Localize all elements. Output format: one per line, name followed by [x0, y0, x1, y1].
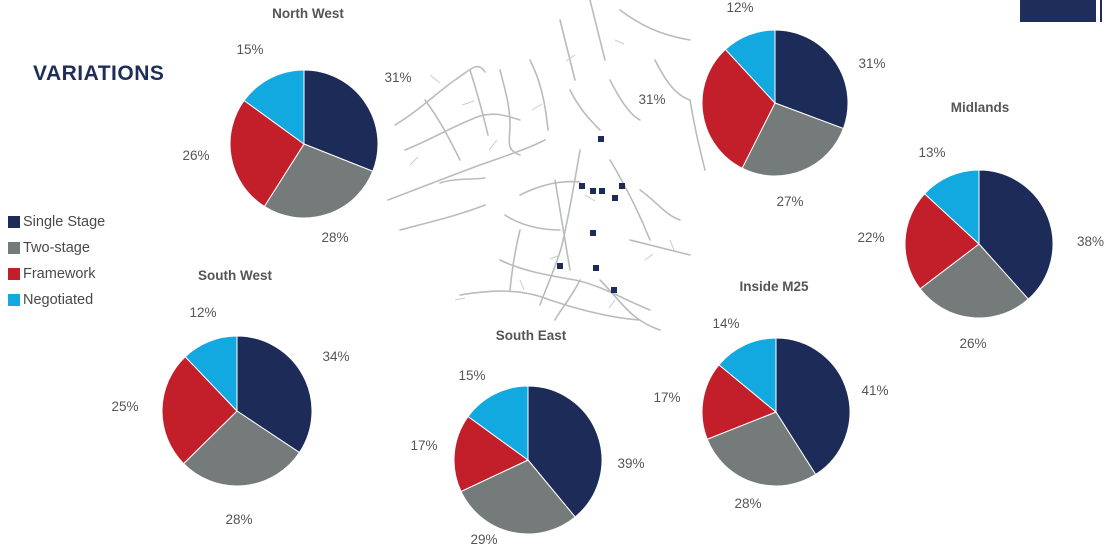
pie-chart-north-west: 31% 28% 26% 15% North West — [182, 6, 411, 245]
data-label-single-stage: 31% — [858, 56, 885, 71]
legend-swatch-two-stage — [8, 242, 20, 254]
pie-slice-negotiated — [718, 337, 777, 414]
legend-label-negotiated: Negotiated — [23, 292, 94, 308]
pie-slice-two-stage — [706, 411, 817, 487]
data-label-two-stage: 26% — [959, 336, 986, 351]
data-label-negotiated: 14% — [712, 316, 739, 331]
data-label-single-stage: 34% — [322, 349, 349, 364]
chart-title: South East — [496, 328, 567, 343]
data-label-framework: 22% — [857, 230, 884, 245]
data-label-framework: 17% — [410, 438, 437, 453]
pie-slice-negotiated — [724, 29, 776, 105]
page-title: VARIATIONS — [33, 62, 165, 85]
pie-slice-framework — [161, 356, 238, 465]
data-label-two-stage: 28% — [321, 230, 348, 245]
corner-tab-edge — [1100, 0, 1102, 22]
data-label-single-stage: 31% — [384, 70, 411, 85]
corner-tab — [1020, 0, 1096, 22]
pie-slice-negotiated — [923, 169, 980, 246]
legend-swatch-single-stage — [8, 216, 20, 228]
data-label-two-stage: 28% — [734, 496, 761, 511]
pie-slice-single-stage — [527, 385, 603, 518]
pie-slice-two-stage — [263, 143, 374, 219]
pie-slice-framework — [701, 364, 777, 440]
pie-slice-framework — [904, 193, 980, 290]
data-label-negotiated: 12% — [726, 0, 753, 15]
legend-label-framework: Framework — [23, 266, 96, 282]
pie-slice-two-stage — [741, 102, 845, 177]
chart-title: Inside M25 — [739, 279, 809, 294]
legend-swatch-negotiated — [8, 294, 20, 306]
data-label-two-stage: 27% — [776, 194, 803, 209]
pie-slice-negotiated — [243, 69, 305, 145]
pie-slice-two-stage — [919, 243, 1030, 319]
legend-label-single-stage: Single Stage — [23, 214, 106, 230]
data-label-negotiated: 15% — [458, 368, 485, 383]
pie-chart-midlands: 38% 26% 22% 13% Midlands — [857, 100, 1104, 351]
data-label-negotiated: 15% — [236, 42, 263, 57]
data-label-two-stage: 29% — [470, 532, 497, 547]
legend-label-two-stage: Two-stage — [23, 240, 90, 256]
pie-slice-negotiated — [467, 385, 529, 461]
pie-chart-south-east: 39% 29% 17% 15% South East — [410, 328, 644, 547]
pie-slice-framework — [453, 415, 529, 493]
data-label-single-stage: 41% — [861, 383, 888, 398]
pie-slice-negotiated — [184, 335, 238, 413]
pie-chart-inside-m25: 41% 28% 17% 14% Inside M25 — [653, 279, 888, 511]
data-label-framework: 25% — [111, 399, 138, 414]
data-label-two-stage: 28% — [225, 512, 252, 527]
pie-slice-framework — [229, 99, 305, 208]
pie-slice-single-stage — [774, 29, 849, 130]
pie-slice-framework — [701, 48, 776, 169]
chart-title: North West — [272, 6, 344, 21]
data-label-negotiated: 12% — [189, 305, 216, 320]
data-label-framework: 31% — [638, 92, 665, 107]
data-label-framework: 17% — [653, 390, 680, 405]
pie-chart-south-west: 34% 28% 25% 12% South West — [111, 268, 349, 527]
data-label-framework: 26% — [182, 148, 209, 163]
data-label-single-stage: 38% — [1077, 234, 1104, 249]
data-label-negotiated: 13% — [918, 145, 945, 160]
legend-swatch-framework — [8, 268, 20, 280]
data-label-single-stage: 39% — [617, 456, 644, 471]
pie-slice-two-stage — [182, 410, 301, 487]
pie-chart-unnamed: 31% 27% 31% 12% — [638, 0, 885, 209]
chart-title: Midlands — [951, 100, 1010, 115]
chart-title: South West — [198, 268, 273, 283]
pie-slice-single-stage — [303, 69, 379, 172]
pie-slice-single-stage — [978, 169, 1054, 300]
